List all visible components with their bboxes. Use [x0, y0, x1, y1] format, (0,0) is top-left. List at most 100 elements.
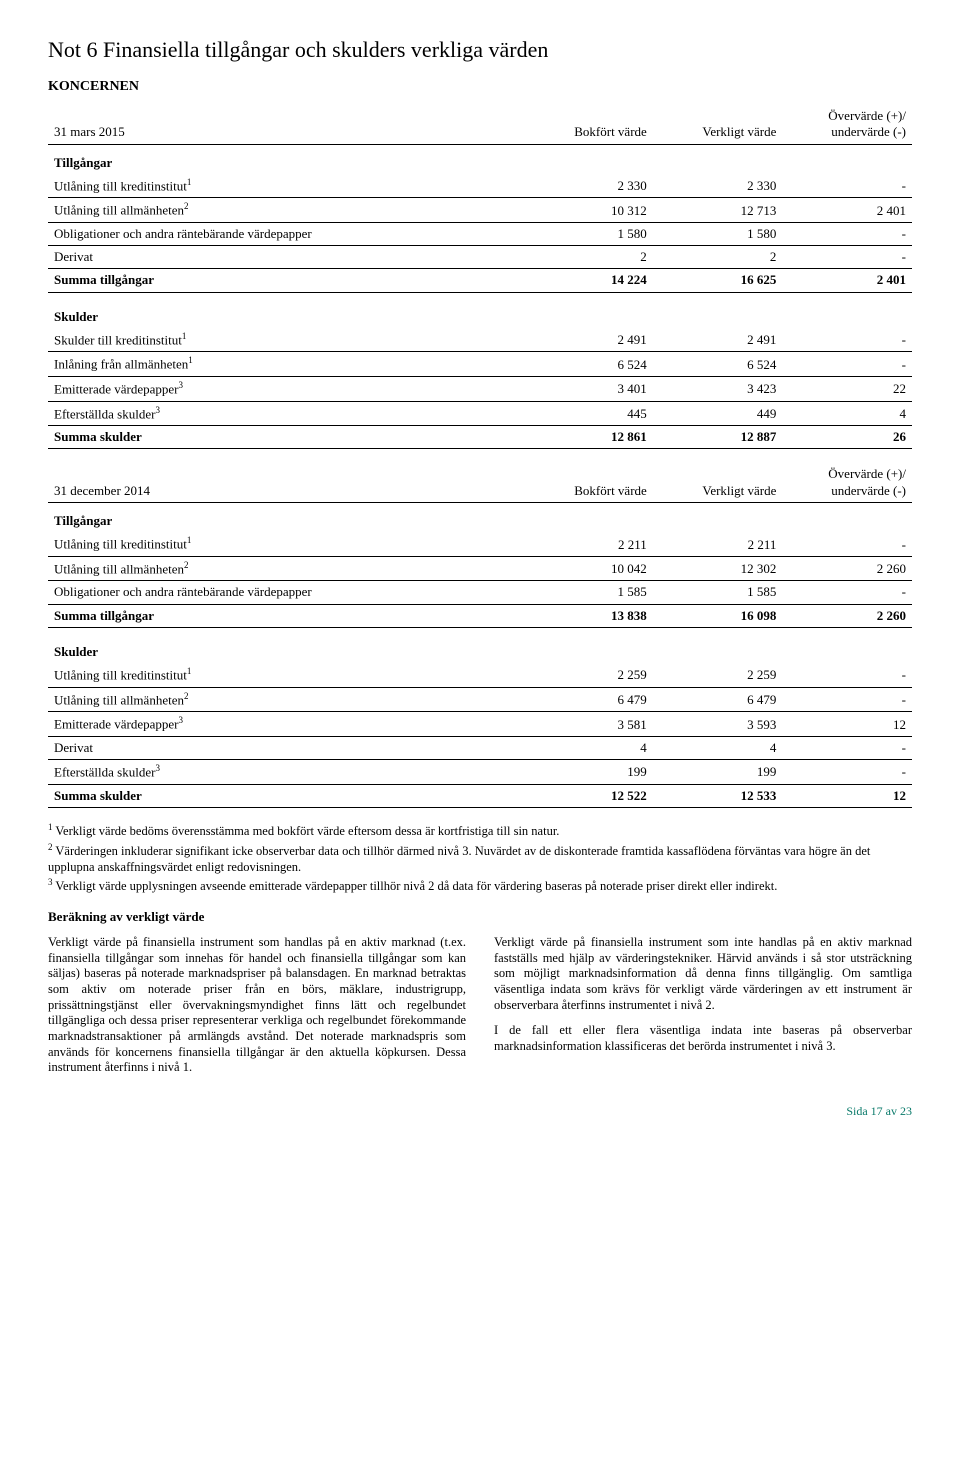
cell: -: [782, 736, 912, 759]
cell-label: Summa skulder: [48, 784, 523, 807]
sup: 2: [184, 201, 189, 211]
table-row: Utlåning till allmänheten2 10 312 12 713…: [48, 198, 912, 223]
cell: 12 713: [653, 198, 783, 223]
col-overunder: Övervärde (+)/ undervärde (-): [782, 105, 912, 144]
cell: 10 312: [523, 198, 653, 223]
section-skulder: Skulder: [48, 634, 912, 663]
cell: 2 401: [782, 269, 912, 292]
cell: 449: [653, 401, 783, 426]
cell: 2 260: [782, 556, 912, 581]
cell-label: Derivat: [54, 249, 93, 264]
table-row: Derivat 2 2 -: [48, 246, 912, 269]
cell: 12 861: [523, 426, 653, 449]
total-row: Summa tillgångar 13 838 16 098 2 260: [48, 604, 912, 627]
cell: 2 259: [653, 663, 783, 687]
sup: 3: [179, 380, 184, 390]
cell: 3 423: [653, 377, 783, 402]
cell: 2 211: [523, 532, 653, 556]
cell: 2 491: [653, 328, 783, 352]
table-row: Utlåning till kreditinstitut1 2 259 2 25…: [48, 663, 912, 687]
cell: 2: [523, 246, 653, 269]
cell: 1 580: [653, 222, 783, 245]
table-row: Emitterade värdepapper3 3 401 3 423 22: [48, 377, 912, 402]
table-1: 31 mars 2015 Bokfört värde Verkligt värd…: [48, 105, 912, 449]
cell: 1 585: [523, 581, 653, 604]
table-row: Inlåning från allmänheten1 6 524 6 524 -: [48, 352, 912, 377]
cell-label: Utlåning till kreditinstitut: [54, 667, 187, 682]
cell: 12 522: [523, 784, 653, 807]
page-footer: Sida 17 av 23: [48, 1104, 912, 1119]
cell: 26: [782, 426, 912, 449]
two-column-text: Verkligt värde på finansiella instrument…: [48, 935, 912, 1086]
cell: 3 581: [523, 712, 653, 737]
section-tillgangar: Tillgångar: [48, 502, 912, 532]
cell: 10 042: [523, 556, 653, 581]
paragraph: Verkligt värde på finansiella instrument…: [48, 935, 466, 1076]
col-bokfort: Bokfört värde: [523, 463, 653, 502]
cell-label: Emitterade värdepapper: [54, 381, 179, 396]
col-overunder: Övervärde (+)/ undervärde (-): [782, 463, 912, 502]
cell: 1 580: [523, 222, 653, 245]
cell: -: [782, 246, 912, 269]
cell-label: Utlåning till allmänheten: [54, 692, 184, 707]
cell: 4: [523, 736, 653, 759]
cell: 12: [782, 784, 912, 807]
sup: 2: [184, 691, 189, 701]
col-bokfort: Bokfört värde: [523, 105, 653, 144]
col-verkligt: Verkligt värde: [653, 463, 783, 502]
cell: 12 302: [653, 556, 783, 581]
cell: -: [782, 687, 912, 712]
calc-title: Beräkning av verkligt värde: [48, 909, 912, 925]
section-tillgangar: Tillgångar: [48, 144, 912, 174]
cell: 22: [782, 377, 912, 402]
table-row: Derivat 4 4 -: [48, 736, 912, 759]
cell: -: [782, 222, 912, 245]
t1-date: 31 mars 2015: [48, 105, 523, 144]
footnotes: 1 Verkligt värde bedöms överensstämma me…: [48, 822, 912, 895]
cell: 2 211: [653, 532, 783, 556]
cell: 2 259: [523, 663, 653, 687]
cell: -: [782, 760, 912, 785]
table-row: Obligationer och andra räntebärande värd…: [48, 222, 912, 245]
sup: 1: [188, 355, 193, 365]
cell: 6 479: [523, 687, 653, 712]
cell-label: Summa skulder: [48, 426, 523, 449]
sup: 2: [184, 560, 189, 570]
sup: 1: [187, 666, 192, 676]
cell-label: Obligationer och andra räntebärande värd…: [54, 226, 312, 241]
cell: 16 625: [653, 269, 783, 292]
cell-label: Summa tillgångar: [48, 269, 523, 292]
sup: 1: [182, 331, 187, 341]
cell: 6 524: [523, 352, 653, 377]
cell: 199: [653, 760, 783, 785]
table-row: Utlåning till kreditinstitut1 2 330 2 33…: [48, 174, 912, 198]
cell-label: Summa tillgångar: [48, 604, 523, 627]
cell: -: [782, 328, 912, 352]
cell-label: Efterställda skulder: [54, 406, 155, 421]
table-row: Utlåning till kreditinstitut1 2 211 2 21…: [48, 532, 912, 556]
sup: 1: [187, 535, 192, 545]
subhead: KONCERNEN: [48, 78, 912, 96]
cell: 445: [523, 401, 653, 426]
cell: 2 401: [782, 198, 912, 223]
sup: 3: [179, 715, 184, 725]
cell: 4: [782, 401, 912, 426]
total-row: Summa skulder 12 522 12 533 12: [48, 784, 912, 807]
cell: 3 593: [653, 712, 783, 737]
sup: 3: [155, 763, 160, 773]
table-2: 31 december 2014 Bokfört värde Verkligt …: [48, 463, 912, 807]
cell: 13 838: [523, 604, 653, 627]
cell: 2 330: [653, 174, 783, 198]
cell: 12 887: [653, 426, 783, 449]
cell: -: [782, 663, 912, 687]
cell: 2 330: [523, 174, 653, 198]
cell: 12 533: [653, 784, 783, 807]
fn-text: Verkligt värde upplysningen avseende emi…: [53, 879, 778, 893]
paragraph: Verkligt värde på finansiella instrument…: [494, 935, 912, 1013]
cell: 1 585: [653, 581, 783, 604]
fn-text: Verkligt värde bedöms överensstämma med …: [53, 824, 560, 838]
col-verkligt: Verkligt värde: [653, 105, 783, 144]
cell: 14 224: [523, 269, 653, 292]
cell: -: [782, 174, 912, 198]
cell: -: [782, 581, 912, 604]
